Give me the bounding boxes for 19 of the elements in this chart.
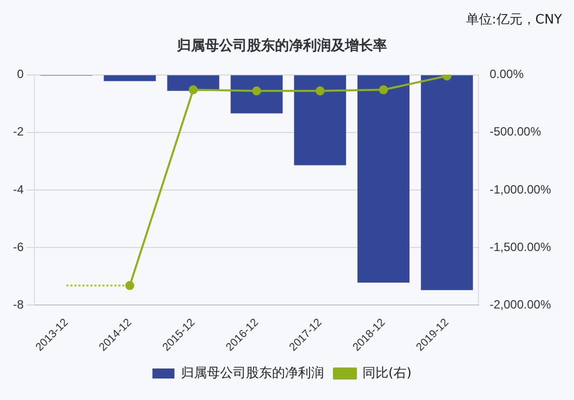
- text: 单位:亿元，CNY: [466, 12, 562, 28]
- legend-label: 归属母公司股东的净利润: [180, 366, 324, 381]
- y2-tick-label: -1,000.00%: [490, 182, 552, 196]
- y2-tick-label: -1,500.00%: [490, 240, 552, 254]
- y-tick-label: -6: [13, 240, 24, 254]
- y-tick-label: -4: [13, 182, 24, 196]
- y2-tick-label: -2,000.00%: [490, 297, 552, 312]
- point: [188, 85, 198, 94]
- y-tick-label: -2: [13, 124, 24, 139]
- y-tick-label: -8: [13, 297, 24, 312]
- point: [316, 86, 325, 96]
- point: [252, 86, 262, 96]
- y2-tick-label: -500.00%: [490, 124, 542, 139]
- y2-tick-label: 0.00%: [490, 67, 524, 82]
- legend-label: 同比(右): [362, 366, 412, 381]
- y-tick-label: 0: [16, 67, 24, 82]
- point: [378, 85, 388, 94]
- point: [125, 281, 134, 290]
- chart-title: 归属母公司股东的净利润及增长率: [176, 37, 387, 54]
